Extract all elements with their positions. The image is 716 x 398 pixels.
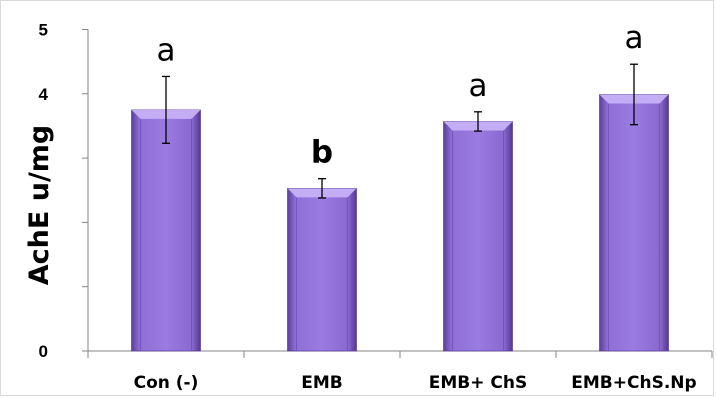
- y-axis-title: AchE u/mg: [24, 125, 55, 286]
- x-category-label: Con (-): [134, 373, 199, 393]
- significance-label: b: [311, 135, 333, 171]
- significance-label: a: [157, 32, 176, 68]
- bar: [131, 109, 201, 352]
- significance-label: a: [625, 20, 644, 56]
- y-tick-label: 0: [39, 342, 48, 361]
- bar: [599, 94, 669, 352]
- x-category-label: EMB+ ChS: [429, 373, 527, 393]
- significance-label: a: [469, 68, 488, 104]
- x-category-label: EMB+ChS.Np: [571, 373, 696, 393]
- x-category-label: EMB: [301, 373, 343, 393]
- y-tick-label: 4: [39, 85, 49, 104]
- y-tick-label: 5: [39, 21, 48, 40]
- bar: [287, 188, 357, 352]
- bar: [443, 121, 513, 352]
